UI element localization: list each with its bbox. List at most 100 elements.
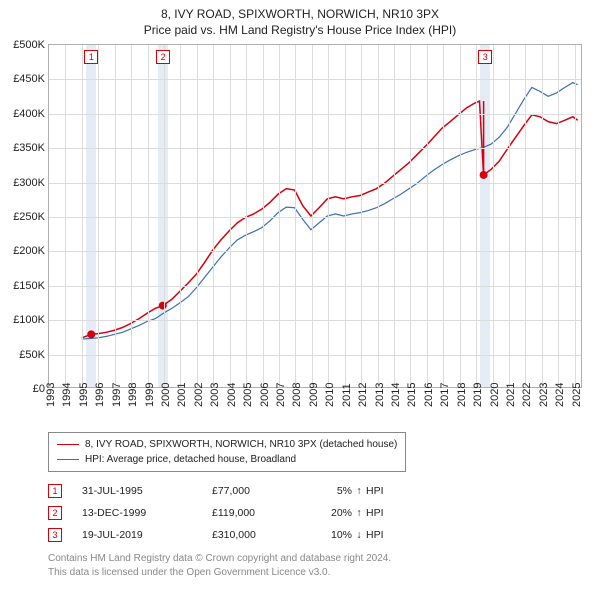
x-tick-label: 2023	[538, 383, 550, 407]
x-tick-label: 2001	[176, 383, 188, 407]
footer: Contains HM Land Registry data © Crown c…	[48, 552, 582, 579]
gridline-v	[180, 45, 181, 387]
gridline-v	[312, 45, 313, 387]
series-line	[82, 83, 578, 340]
chart-area: £0£50K£100K£150K£200K£250K£300K£350K£400…	[48, 44, 582, 388]
x-tick-label: 2005	[242, 383, 254, 407]
transaction-price: £310,000	[212, 529, 312, 541]
x-tick-label: 1993	[45, 383, 57, 407]
gridline-v	[230, 45, 231, 387]
transaction-row: 319-JUL-2019£310,00010%↓HPI	[48, 524, 582, 546]
gridline-v	[345, 45, 346, 387]
gridline-v	[263, 45, 264, 387]
y-tick-label: £500K	[13, 39, 49, 51]
gridline-h	[49, 355, 581, 356]
gridline-v	[131, 45, 132, 387]
gridline-v	[295, 45, 296, 387]
footer-line1: Contains HM Land Registry data © Crown c…	[48, 552, 582, 566]
legend-swatch-series2	[57, 459, 79, 460]
transaction-marker: 3	[48, 528, 62, 542]
x-tick-label: 2018	[456, 383, 468, 407]
gridline-v	[493, 45, 494, 387]
gridline-v	[509, 45, 510, 387]
x-tick-label: 2011	[341, 383, 353, 407]
transaction-hpi-label: HPI	[366, 485, 384, 497]
gridline-v	[410, 45, 411, 387]
plot-area: £0£50K£100K£150K£200K£250K£300K£350K£400…	[48, 44, 582, 388]
gridline-h	[49, 79, 581, 80]
chart-title-block: 8, IVY ROAD, SPIXWORTH, NORWICH, NR10 3P…	[0, 0, 600, 40]
gridline-v	[328, 45, 329, 387]
x-tick-label: 2021	[505, 383, 517, 407]
chart-title-line1: 8, IVY ROAD, SPIXWORTH, NORWICH, NR10 3P…	[0, 6, 600, 22]
gridline-v	[427, 45, 428, 387]
legend-label-series1: 8, IVY ROAD, SPIXWORTH, NORWICH, NR10 3P…	[85, 437, 397, 452]
gridline-v	[575, 45, 576, 387]
x-tick-label: 2019	[472, 383, 484, 407]
transactions-table: 131-JUL-1995£77,0005%↑HPI213-DEC-1999£11…	[48, 480, 582, 546]
gridline-v	[213, 45, 214, 387]
x-tick-label: 2010	[324, 383, 336, 407]
transaction-pct: 10%	[312, 529, 352, 541]
x-tick-label: 2000	[160, 383, 172, 407]
legend: 8, IVY ROAD, SPIXWORTH, NORWICH, NR10 3P…	[48, 432, 406, 472]
chart-marker: 3	[478, 50, 492, 64]
gridline-v	[542, 45, 543, 387]
gridline-v	[82, 45, 83, 387]
x-tick-label: 2003	[209, 383, 221, 407]
transaction-price: £77,000	[212, 485, 312, 497]
x-tick-label: 2025	[571, 383, 583, 407]
gridline-h	[49, 251, 581, 252]
x-tick-label: 2008	[291, 383, 303, 407]
x-tick-label: 2013	[374, 383, 386, 407]
chart-marker: 1	[84, 50, 98, 64]
y-tick-label: £350K	[13, 142, 49, 154]
gridline-h	[49, 114, 581, 115]
x-tick-label: 1999	[144, 383, 156, 407]
chart-title-subtitle: Price paid vs. HM Land Registry's House …	[0, 22, 600, 38]
y-tick-label: £150K	[13, 280, 49, 292]
gridline-h	[49, 286, 581, 287]
legend-label-series2: HPI: Average price, detached house, Broa…	[85, 452, 296, 467]
sale-point	[87, 330, 95, 338]
chart-marker: 2	[156, 50, 170, 64]
x-tick-label: 2014	[390, 383, 402, 407]
transaction-row: 213-DEC-1999£119,00020%↑HPI	[48, 502, 582, 524]
gridline-v	[148, 45, 149, 387]
y-tick-label: £200K	[13, 245, 49, 257]
gridline-v	[65, 45, 66, 387]
transaction-row: 131-JUL-1995£77,0005%↑HPI	[48, 480, 582, 502]
gridline-v	[394, 45, 395, 387]
transaction-arrow-icon: ↓	[352, 529, 366, 541]
y-tick-label: £50K	[19, 349, 49, 361]
sale-point	[159, 302, 167, 310]
x-tick-label: 1996	[94, 383, 106, 407]
x-tick-label: 2020	[489, 383, 501, 407]
transaction-hpi-label: HPI	[366, 507, 384, 519]
x-tick-label: 1997	[111, 383, 123, 407]
gridline-h	[49, 183, 581, 184]
legend-row-series1: 8, IVY ROAD, SPIXWORTH, NORWICH, NR10 3P…	[57, 437, 397, 452]
transaction-marker: 1	[48, 484, 62, 498]
sale-point	[480, 171, 488, 179]
gridline-v	[279, 45, 280, 387]
transaction-date: 31-JUL-1995	[82, 485, 212, 497]
x-tick-label: 2002	[193, 383, 205, 407]
gridline-v	[164, 45, 165, 387]
footer-line2: This data is licensed under the Open Gov…	[48, 566, 582, 580]
gridline-h	[49, 148, 581, 149]
gridline-v	[197, 45, 198, 387]
gridline-v	[443, 45, 444, 387]
transaction-marker: 2	[48, 506, 62, 520]
x-tick-label: 2006	[259, 383, 271, 407]
below-chart-block: 8, IVY ROAD, SPIXWORTH, NORWICH, NR10 3P…	[48, 432, 582, 546]
y-tick-label: £100K	[13, 314, 49, 326]
legend-swatch-series1	[57, 444, 79, 445]
x-tick-label: 1998	[127, 383, 139, 407]
gridline-v	[115, 45, 116, 387]
transaction-date: 13-DEC-1999	[82, 507, 212, 519]
gridline-v	[98, 45, 99, 387]
gridline-h	[49, 320, 581, 321]
y-tick-label: £300K	[13, 177, 49, 189]
x-tick-label: 2022	[521, 383, 533, 407]
